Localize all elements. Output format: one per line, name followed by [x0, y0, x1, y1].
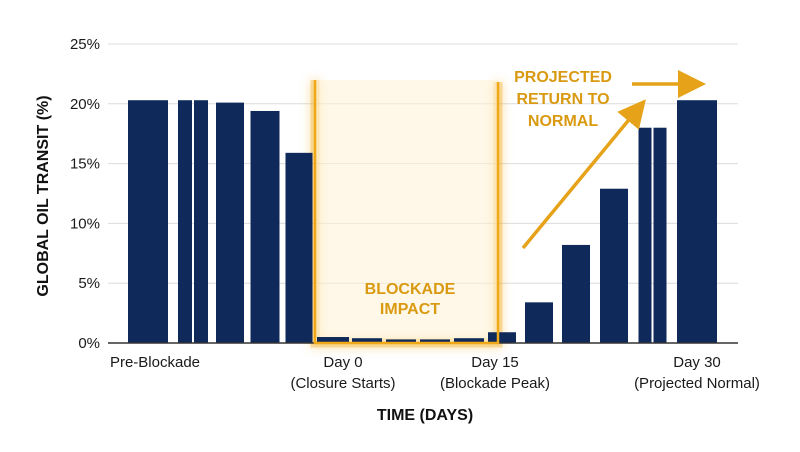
- annotations: BLOCKADE IMPACT PROJECTED RETURN TO NORMAL: [365, 69, 706, 318]
- bar: [525, 302, 553, 343]
- x-tick-sublabel: (Blockade Peak): [440, 375, 550, 392]
- labels: 0% 5% 10% 15% 20% 25% Pre-Blockade Day 0 (Closur…: [35, 36, 760, 424]
- x-tick-label: Day 30: [673, 354, 721, 371]
- bar: [638, 127, 652, 343]
- x-tick-sublabel: (Projected Normal): [634, 375, 760, 392]
- bar: [677, 100, 717, 343]
- bar: [317, 337, 349, 343]
- bar: [250, 110, 280, 343]
- bar: [216, 102, 244, 343]
- bars: [128, 100, 717, 343]
- y-tick-label: 25%: [70, 36, 100, 53]
- highlight-fill: [315, 80, 498, 343]
- y-tick-label: 0%: [78, 335, 100, 352]
- bar: [352, 338, 382, 343]
- y-tick-label: 5%: [78, 275, 100, 292]
- x-tick-label: Day 15: [471, 354, 519, 371]
- y-tick-label: 15%: [70, 156, 100, 173]
- x-axis-title: TIME (DAYS): [377, 407, 473, 424]
- x-tick-label: Pre-Blockade: [110, 354, 200, 371]
- bar: [194, 100, 208, 343]
- bar: [178, 100, 192, 343]
- bar: [386, 339, 416, 343]
- projected-return-label: RETURN TO: [516, 91, 609, 108]
- bar: [420, 339, 450, 343]
- trend-arrow: [521, 99, 646, 250]
- projected-return-label: NORMAL: [528, 113, 598, 130]
- bar: [128, 100, 168, 343]
- bar: [488, 332, 516, 343]
- projected-return-label: PROJECTED: [514, 69, 612, 86]
- y-axis-title: GLOBAL OIL TRANSIT (%): [35, 95, 52, 296]
- blockade-impact-label: IMPACT: [380, 301, 440, 318]
- y-tick-label: 20%: [70, 96, 100, 113]
- bar: [562, 244, 590, 343]
- highlight-frame: [313, 80, 500, 345]
- x-tick-sublabel: (Closure Starts): [290, 375, 395, 392]
- bar: [454, 338, 484, 343]
- bar: [285, 152, 313, 343]
- bar: [600, 188, 628, 343]
- x-tick-label: Day 0: [323, 354, 362, 371]
- blockade-impact-label: BLOCKADE: [365, 281, 456, 298]
- y-tick-label: 10%: [70, 215, 100, 232]
- bar: [653, 127, 667, 343]
